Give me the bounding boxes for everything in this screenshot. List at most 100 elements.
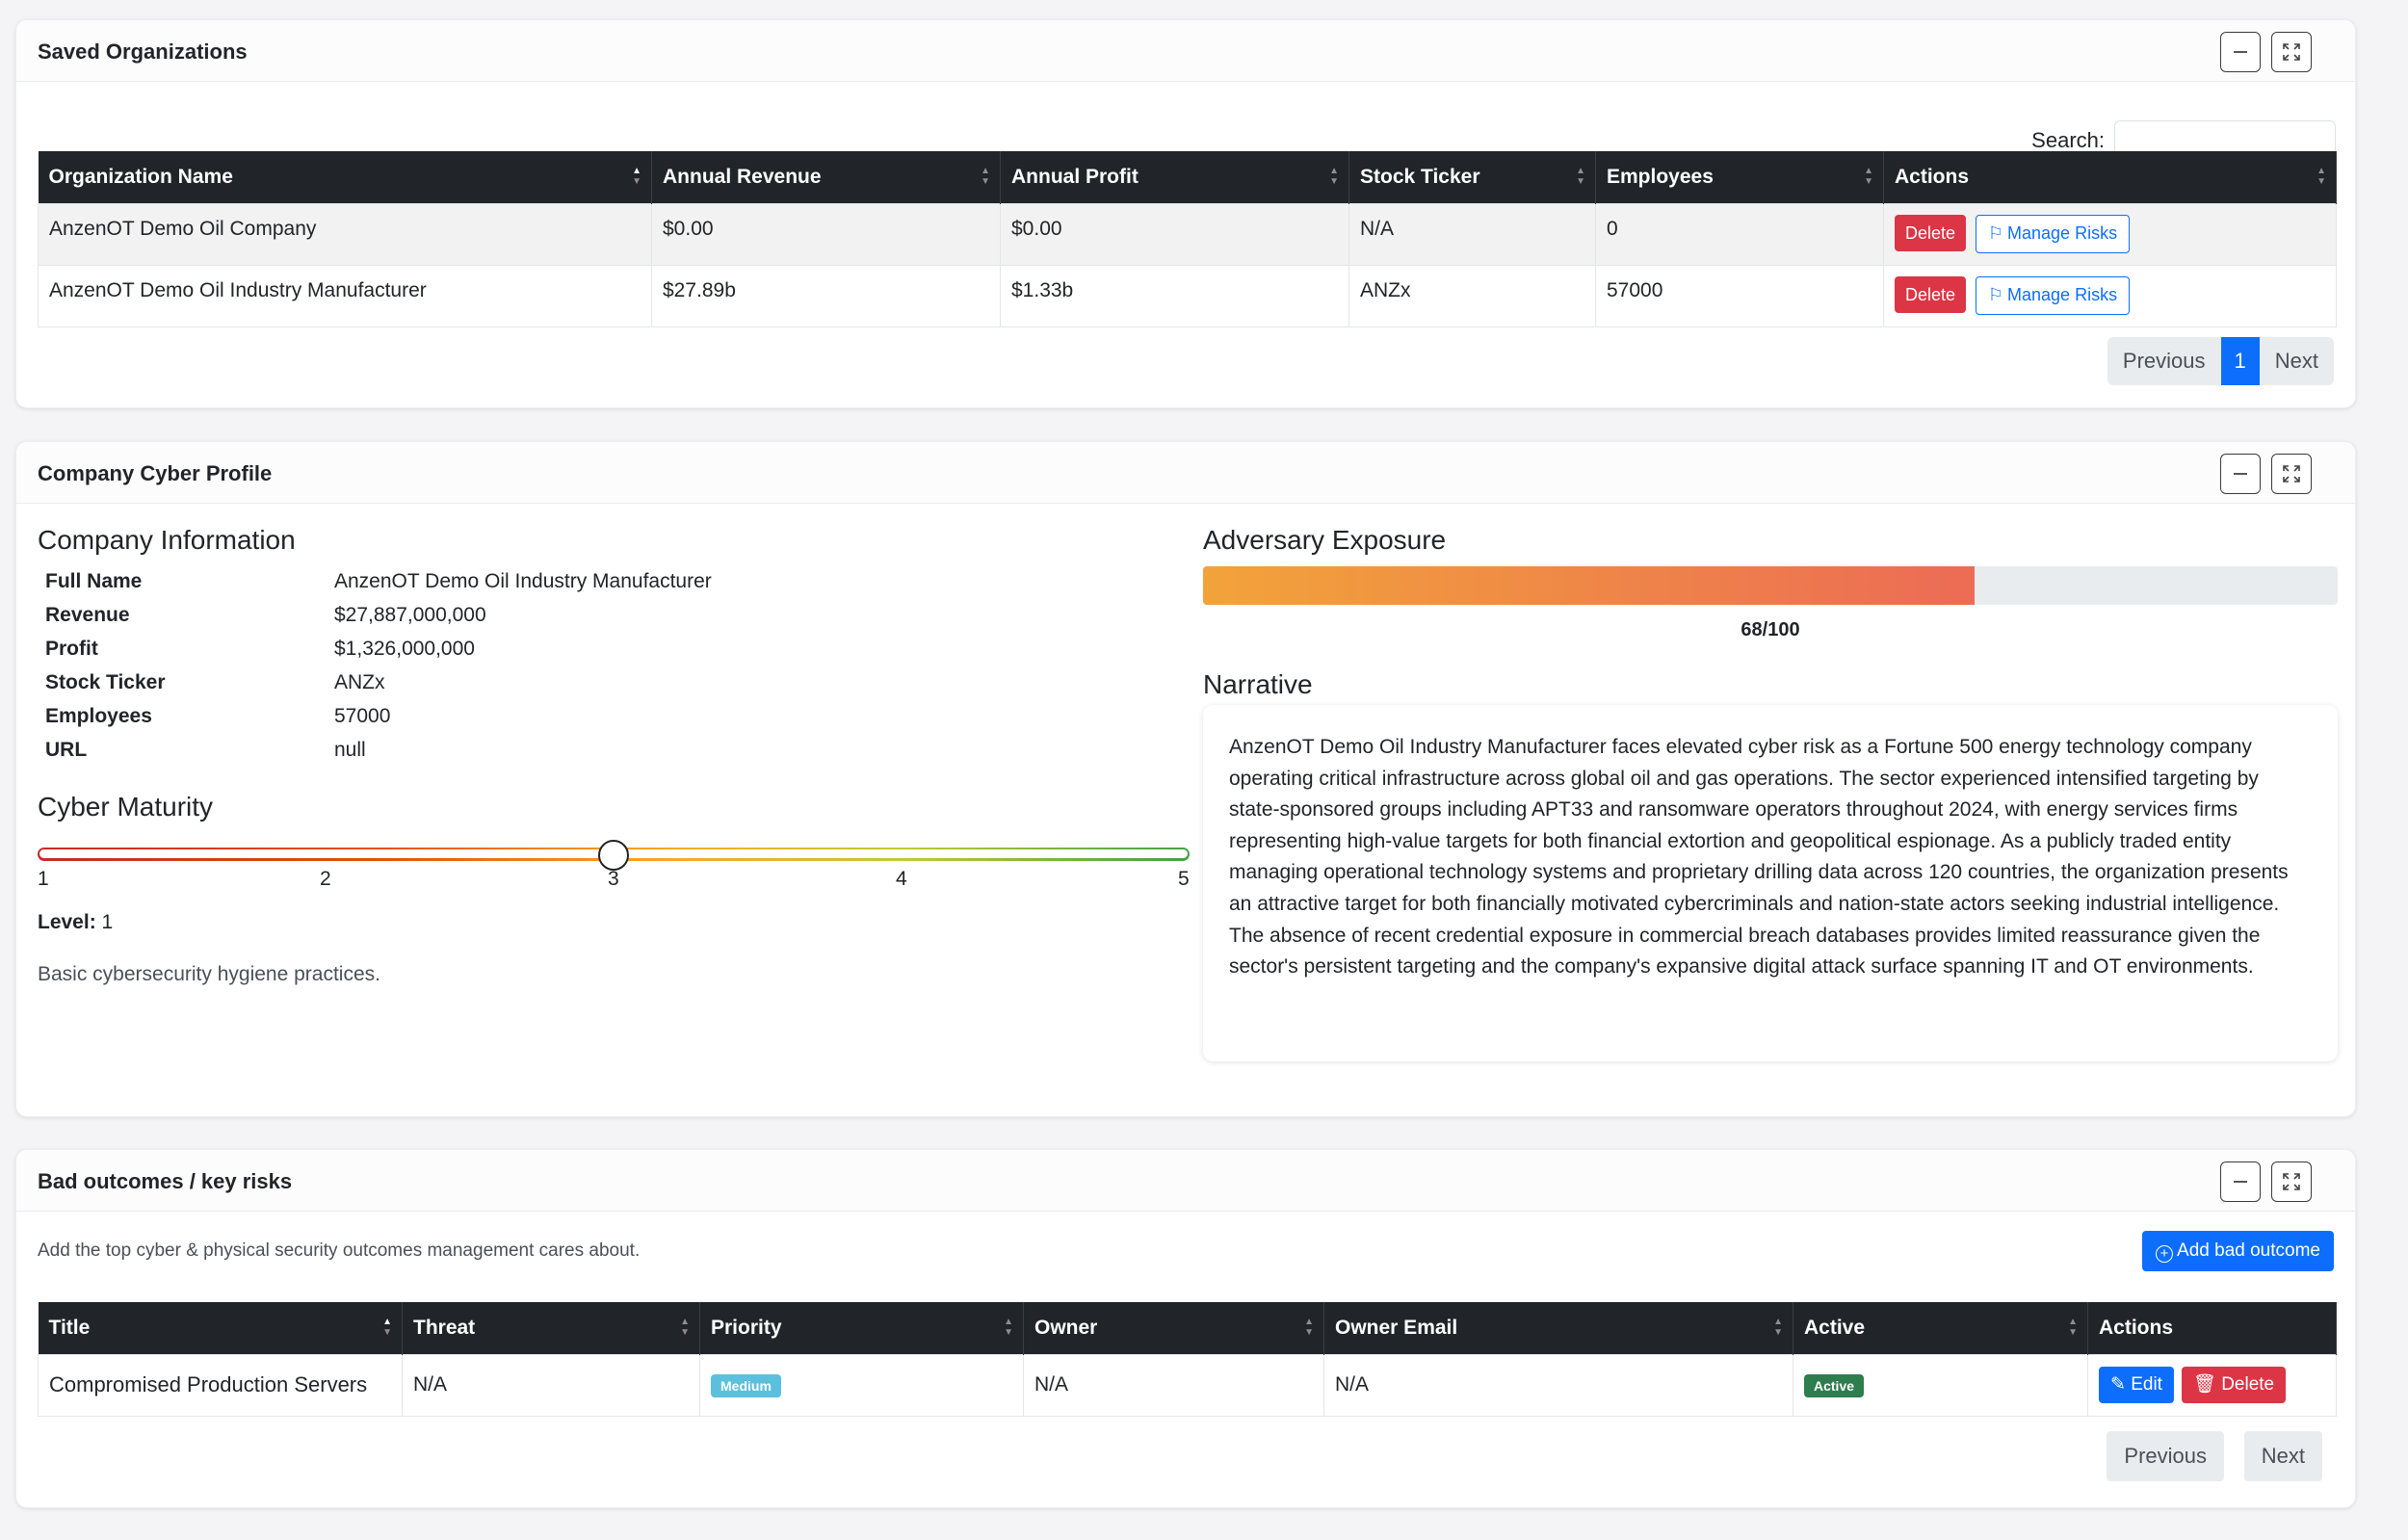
priority-badge: Medium [711, 1373, 781, 1397]
exposure-score: 68/100 [1741, 619, 1800, 640]
column-header-actions[interactable]: Actions ▲ ▼ [1883, 151, 2337, 203]
column-header-threat[interactable]: Threat ▲ ▼ [402, 1302, 700, 1354]
employees-cell: 57000 [1595, 264, 1884, 327]
delete-button[interactable]: 🗑 Delete [2181, 1367, 2287, 1403]
column-header-employees[interactable]: Employees ▲ ▼ [1595, 151, 1884, 203]
risks-table: Title ▲ ▼ Threat ▲ ▼ Priority ▲ ▼ Owner ▲ ▼ Owne… [38, 1302, 2337, 1417]
sort-icon: ▲ ▼ [1304, 1317, 1314, 1338]
column-header-active[interactable]: Active ▲ ▼ [1793, 1302, 2088, 1354]
previous-page-button[interactable]: Previous [2107, 1431, 2224, 1481]
next-page-button[interactable]: Next [2243, 1431, 2322, 1481]
table-row: Compromised Production Servers N/A Mediu… [38, 1353, 2337, 1417]
revenue-cell: $0.00 [651, 202, 1001, 266]
maturity-slider[interactable] [38, 840, 1190, 871]
sort-icon: ▲ ▼ [1864, 166, 1873, 187]
expand-icon [2283, 1173, 2300, 1190]
sort-icon: ▲ ▼ [382, 1317, 392, 1338]
expand-button[interactable] [2271, 32, 2312, 72]
expand-button[interactable] [2271, 454, 2312, 494]
cyber-maturity-heading: Cyber Maturity [38, 792, 214, 822]
table-header-row: Organization Name ▲ ▼ Annual Revenue ▲ ▼ Ann… [38, 151, 2337, 203]
employees-cell: 0 [1595, 202, 1884, 266]
organizations-table: Organization Name ▲ ▼ Annual Revenue ▲ ▼ Ann… [38, 151, 2337, 327]
table-header-row: Title ▲ ▼ Threat ▲ ▼ Priority ▲ ▼ Owner ▲ ▼ Owne… [38, 1302, 2337, 1354]
previous-page-button[interactable]: Previous [2107, 337, 2221, 385]
card-title: Company Cyber Profile [38, 461, 273, 485]
revenue-cell: $27.89b [651, 264, 1001, 327]
company-cyber-profile-card: Company Cyber Profile Company Informatio… [15, 441, 2356, 1117]
card-title: Saved Organizations [38, 39, 248, 64]
column-header-annual-revenue[interactable]: Annual Revenue ▲ ▼ [651, 151, 1001, 203]
tick-label: 5 [1178, 868, 1190, 890]
delete-button[interactable]: Delete [1895, 276, 1967, 313]
sort-icon: ▲ ▼ [1004, 1317, 1013, 1338]
expand-button[interactable] [2271, 1162, 2312, 1202]
manage-risks-button[interactable]: ⚐ Manage Risks [1975, 276, 2131, 315]
narrative-text: AnzenOT Demo Oil Industry Manufacturer f… [1229, 736, 2289, 979]
column-header-actions: Actions [2087, 1302, 2337, 1354]
owner-cell: N/A [1023, 1353, 1324, 1417]
card-title: Bad outcomes / key risks [38, 1169, 293, 1193]
flag-icon: ⚐ [1987, 223, 2004, 243]
minus-icon [2234, 473, 2247, 475]
slider-thumb[interactable] [598, 840, 629, 871]
risk-title-cell: Compromised Production Servers [38, 1353, 403, 1417]
active-cell: Active [1793, 1353, 2088, 1417]
column-header-owner[interactable]: Owner ▲ ▼ [1023, 1302, 1324, 1354]
column-header-stock-ticker[interactable]: Stock Ticker ▲ ▼ [1348, 151, 1596, 203]
threat-cell: N/A [402, 1353, 700, 1417]
key-risks-card: Bad outcomes / key risks Add the top cyb… [15, 1149, 2356, 1508]
minimize-button[interactable] [2220, 454, 2261, 494]
actions-cell: Delete ⚐ Manage Risks [1883, 264, 2337, 327]
expand-icon [2283, 43, 2300, 61]
minus-icon [2234, 1181, 2247, 1183]
exposure-progress [1203, 566, 2338, 605]
plus-circle-icon: + [2156, 1245, 2174, 1263]
pagination: Previous 1 Next [2107, 337, 2334, 385]
tick-label: 1 [38, 868, 49, 890]
pencil-icon: ✎ [2110, 1374, 2126, 1395]
profit-cell: $0.00 [1000, 202, 1349, 266]
narrative-box: AnzenOT Demo Oil Industry Manufacturer f… [1203, 705, 2338, 1061]
sort-icon: ▲ ▼ [981, 166, 990, 187]
flag-icon: ⚐ [1987, 285, 2004, 304]
priority-cell: Medium [699, 1353, 1024, 1417]
minimize-button[interactable] [2220, 1162, 2261, 1202]
sort-icon: ▲ ▼ [2068, 1317, 2078, 1338]
table-row: AnzenOT Demo Oil Company $0.00 $0.00 N/A… [38, 202, 2337, 266]
sort-icon: ▲ ▼ [1773, 1317, 1783, 1338]
column-header-owner-email[interactable]: Owner Email ▲ ▼ [1323, 1302, 1793, 1354]
minimize-button[interactable] [2220, 32, 2261, 72]
ticker-cell: ANZx [1348, 264, 1596, 327]
expand-icon [2283, 465, 2300, 483]
next-page-button[interactable]: Next [2259, 337, 2334, 385]
delete-button[interactable]: Delete [1895, 215, 1967, 251]
edit-button[interactable]: ✎ Edit [2099, 1367, 2174, 1403]
narrative-heading: Narrative [1203, 669, 1313, 699]
company-information-heading: Company Information [38, 525, 296, 555]
table-row: AnzenOT Demo Oil Industry Manufacturer $… [38, 264, 2337, 327]
manage-risks-button[interactable]: ⚐ Manage Risks [1975, 215, 2131, 253]
risks-description: Add the top cyber & physical security ou… [38, 1240, 641, 1261]
org-name-cell: AnzenOT Demo Oil Company [38, 202, 652, 266]
ticker-cell: N/A [1348, 202, 1596, 266]
column-header-organization-name[interactable]: Organization Name ▲ ▼ [38, 151, 652, 203]
sort-icon: ▲ ▼ [2316, 166, 2326, 187]
maturity-level: Level: 1 [38, 911, 114, 933]
sort-icon: ▲ ▼ [1329, 166, 1339, 187]
actions-cell: Delete ⚐ Manage Risks [1883, 202, 2337, 266]
actions-cell: ✎ Edit 🗑 Delete [2087, 1353, 2337, 1417]
org-name-cell: AnzenOT Demo Oil Industry Manufacturer [38, 264, 652, 327]
add-bad-outcome-button[interactable]: + Add bad outcome [2142, 1231, 2334, 1271]
card-header: Bad outcomes / key risks [16, 1150, 2355, 1212]
maturity-description: Basic cybersecurity hygiene practices. [38, 963, 380, 985]
sort-icon: ▲ ▼ [680, 1317, 690, 1338]
minus-icon [2234, 51, 2247, 53]
column-header-title[interactable]: Title ▲ ▼ [38, 1302, 403, 1354]
profit-cell: $1.33b [1000, 264, 1349, 327]
page-1-button[interactable]: 1 [2220, 337, 2260, 385]
column-header-annual-profit[interactable]: Annual Profit ▲ ▼ [1000, 151, 1349, 203]
trash-icon: 🗑 [2192, 1374, 2216, 1395]
sort-icon: ▲ ▼ [1576, 166, 1585, 187]
column-header-priority[interactable]: Priority ▲ ▼ [699, 1302, 1024, 1354]
